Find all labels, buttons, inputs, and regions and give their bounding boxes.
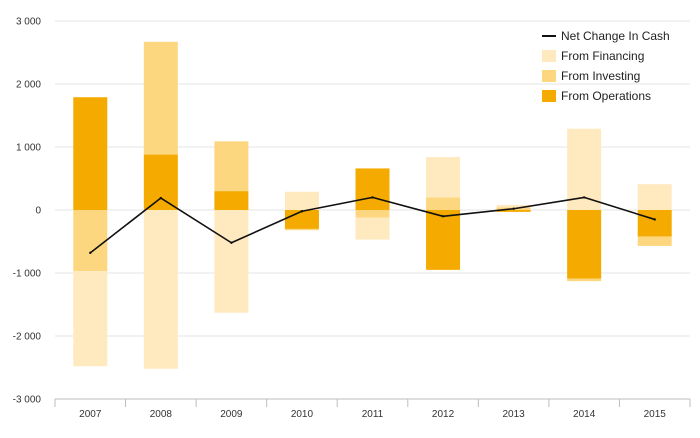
bar-from-operations-2013	[496, 210, 531, 212]
bar-from-operations-2007	[73, 97, 108, 210]
net-change-point-2008	[159, 196, 163, 200]
bar-from-financing-2008	[143, 210, 178, 369]
x-tick-label: 2011	[362, 409, 384, 420]
bar-from-financing-2009	[214, 210, 249, 313]
bar-from-investing-2014	[567, 278, 602, 282]
x-tick-label: 2008	[150, 409, 173, 420]
net-change-point-2014	[582, 196, 586, 199]
y-tick-label: -1 000	[13, 269, 42, 280]
bar-from-investing-2011	[355, 210, 390, 218]
bar-from-investing-2007	[73, 210, 108, 272]
x-tick-label: 2014	[573, 409, 596, 420]
x-tick-label: 2012	[432, 409, 455, 420]
axes: -3 000 -2 000 -1 000 0 1 000 2 000 3 000 2007 20…	[13, 17, 691, 420]
bars	[73, 41, 672, 369]
y-tick-label: 3 000	[16, 17, 41, 28]
bar-from-financing-2012	[426, 157, 461, 198]
legend-swatch-from-operations	[542, 90, 556, 102]
net-change-point-2009	[230, 241, 233, 244]
bar-from-operations-2014	[567, 210, 602, 279]
legend-label-from-financing: From Financing	[561, 49, 644, 63]
y-tick-label: 2 000	[16, 80, 41, 91]
bar-from-investing-2012	[426, 197, 461, 210]
bar-from-investing-2009	[214, 141, 249, 192]
bar-from-financing-2013	[496, 204, 531, 208]
x-tick-label: 2010	[291, 409, 314, 420]
y-tick-label: -3 000	[13, 395, 42, 406]
y-tick-label: 0	[35, 206, 41, 217]
bar-from-operations-2008	[143, 154, 178, 210]
net-change-point-2015	[653, 218, 656, 221]
bar-from-operations-2011	[355, 168, 390, 210]
bar-from-financing-2011	[355, 217, 390, 240]
net-change-point-2012	[441, 215, 445, 218]
bar-from-operations-2015	[637, 210, 672, 237]
net-change-point-2013	[512, 207, 515, 210]
net-change-point-2010	[300, 210, 304, 213]
net-change-point-2007	[89, 251, 92, 255]
bar-from-operations-2010	[284, 210, 319, 229]
x-tick-label: 2009	[220, 409, 243, 420]
bar-from-investing-2008	[143, 41, 178, 155]
x-tick-label: 2013	[502, 409, 525, 420]
bar-from-operations-2009	[214, 191, 249, 210]
legend: Net Change In Cash From Financing From Inv…	[542, 29, 670, 103]
x-tick-label: 2007	[79, 409, 102, 420]
legend-swatch-from-investing	[542, 70, 556, 82]
net-change-point-2011	[371, 196, 374, 199]
legend-label-net-change-in-cash: Net Change In Cash	[561, 29, 670, 43]
legend-label-from-operations: From Operations	[561, 89, 651, 103]
bar-from-financing-2007	[73, 271, 108, 367]
y-tick-label: 1 000	[16, 143, 41, 154]
bar-from-operations-2012	[426, 210, 461, 270]
legend-label-from-investing: From Investing	[561, 69, 640, 83]
y-tick-label: -2 000	[13, 332, 42, 343]
x-tick-label: 2015	[644, 409, 667, 420]
bar-from-financing-2010	[284, 191, 319, 210]
legend-swatch-from-financing	[542, 50, 556, 62]
bar-from-financing-2015	[637, 184, 672, 210]
net-change-line-layer	[89, 196, 656, 255]
bar-from-investing-2010	[284, 228, 319, 231]
bar-from-investing-2015	[637, 236, 672, 246]
